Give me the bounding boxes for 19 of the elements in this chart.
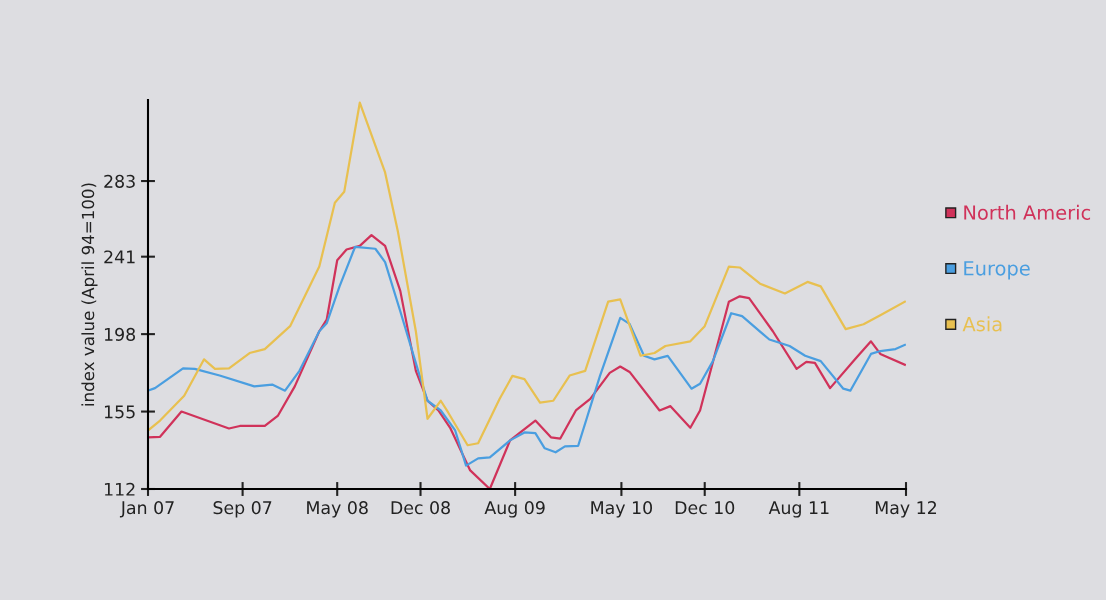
y-tick-label: 155 [104,405,135,419]
x-tick-label: May 10 [591,501,653,518]
legend-label: Europe [964,261,1030,280]
line-series [148,101,906,447]
x-tick-label: Dec 08 [391,501,450,515]
x-tick-label: May 12 [875,501,937,518]
legend-label: North Americ [964,204,1091,220]
x-tick-label: Sep 07 [213,501,272,518]
y-tick-label: 112 [104,482,135,496]
x-tick-label: Dec 10 [675,501,735,515]
y-axis-title: index value (April 94=100) [81,183,98,406]
y-tick-label: 283 [104,174,135,188]
x-tick-label: Jan 07 [119,501,174,518]
y-tick-label: 198 [104,327,136,341]
x-tick-label: Aug 09 [484,501,545,518]
y-tick-label: 241 [104,250,135,264]
x-tick-label: May 08 [307,501,368,518]
legend-label: Asia [962,316,1002,332]
x-tick-label: Aug 11 [768,501,829,518]
